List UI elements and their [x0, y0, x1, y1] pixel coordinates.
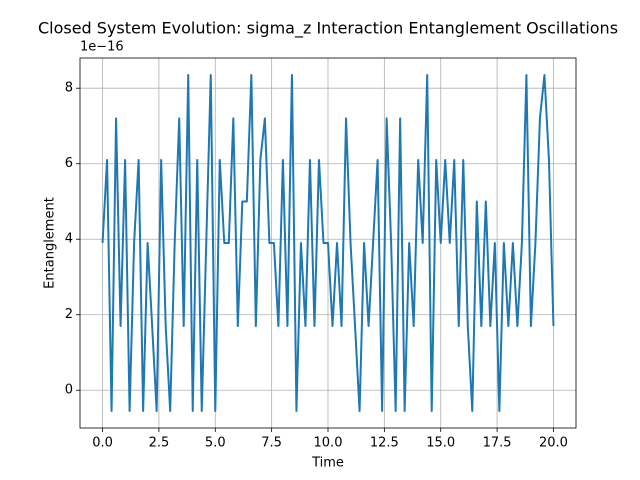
- plot-frame: [79, 57, 577, 429]
- x-axis-label: Time: [311, 456, 344, 471]
- y-tick-label: 2: [65, 307, 73, 322]
- x-tick-label: 17.5: [483, 436, 512, 451]
- y-tick-label: 0: [65, 383, 73, 398]
- y-tick-label: 6: [65, 156, 73, 171]
- x-tick-label: 20.0: [539, 436, 568, 451]
- data-line: [101, 73, 555, 413]
- y-tick-label: 4: [65, 232, 73, 247]
- x-tick-label: 0.0: [92, 436, 113, 451]
- x-tick-label: 2.5: [149, 436, 170, 451]
- x-tick-label: 7.5: [261, 436, 282, 451]
- chart-title: Closed System Evolution: sigma_z Interac…: [38, 19, 618, 39]
- x-tick-label: 12.5: [370, 436, 399, 451]
- offset-text: 1e−16: [80, 40, 124, 55]
- y-tick-label: 8: [65, 81, 73, 96]
- x-tick-label: 15.0: [426, 436, 455, 451]
- x-tick-label: 10.0: [314, 436, 343, 451]
- x-tick-label: 5.0: [205, 436, 226, 451]
- y-axis-label: Entanglement: [43, 197, 58, 289]
